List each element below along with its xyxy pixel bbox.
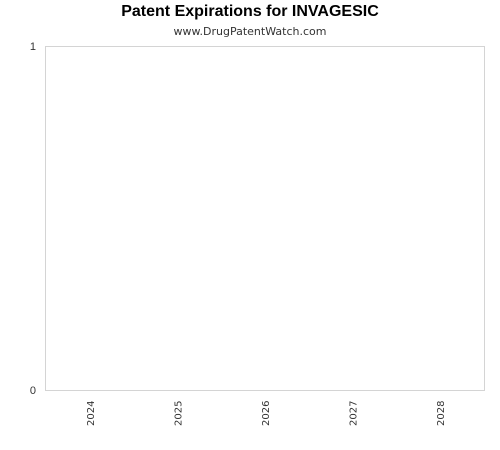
y-axis: 01	[30, 41, 36, 397]
y-tick-label: 1	[30, 41, 36, 53]
chart-title: Patent Expirations for INVAGESIC	[121, 3, 379, 20]
x-tick-label: 2027	[349, 401, 360, 426]
x-tick-label: 2025	[173, 401, 184, 426]
x-tick-label: 2024	[86, 401, 97, 426]
x-tick-label: 2028	[436, 401, 447, 426]
y-tick-label: 0	[30, 385, 36, 397]
chart-subtitle: www.DrugPatentWatch.com	[173, 25, 327, 38]
x-axis: 2024 2025 2026 2027 2028	[86, 401, 447, 426]
plot-area	[45, 46, 485, 391]
x-tick-label: 2026	[261, 401, 272, 426]
